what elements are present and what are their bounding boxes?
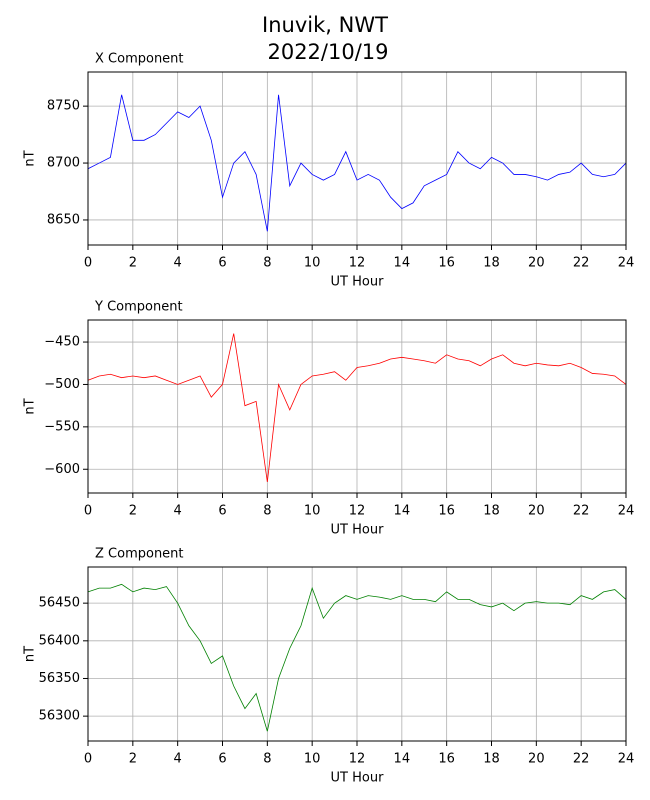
y-axis-label: nT: [23, 150, 38, 166]
x-tick-label: 14: [394, 752, 411, 767]
y-axis-label: nT: [23, 398, 38, 414]
x-tick-label: 8: [263, 752, 271, 767]
x-tick-label: 10: [304, 504, 321, 519]
x-tick-label: 10: [304, 752, 321, 767]
x-tick-label: 20: [528, 752, 545, 767]
x-tick-label: 2: [129, 504, 137, 519]
x-tick-label: 0: [84, 256, 92, 271]
x-tick-label: 6: [218, 256, 226, 271]
axes-frame: [87, 71, 627, 246]
x-tick-label: 6: [218, 504, 226, 519]
x-tick-label: 20: [528, 256, 545, 271]
y-tick-label: −550: [44, 419, 80, 434]
x-tick-label: 12: [349, 256, 366, 271]
y-tick-label: −450: [44, 335, 80, 350]
x-tick-label: 18: [483, 256, 500, 271]
x-tick-label: 0: [84, 504, 92, 519]
x-axis-label: UT Hour: [331, 771, 385, 786]
x-tick-label: 24: [618, 752, 635, 767]
y-tick-label: 56300: [39, 709, 80, 724]
x-tick-label: 22: [573, 504, 590, 519]
x-tick-label: 16: [438, 752, 455, 767]
x-tick-label: 0: [84, 752, 92, 767]
axes-frame: [87, 566, 627, 742]
y-axis-label: nT: [23, 646, 38, 662]
x-tick-label: 22: [573, 256, 590, 271]
axes-frame: [87, 319, 627, 494]
x-tick-label: 22: [573, 752, 590, 767]
data-line: [87, 94, 627, 232]
x-tick-label: 24: [618, 256, 635, 271]
y-tick-label: 8700: [47, 156, 80, 171]
y-tick-label: 56350: [39, 671, 80, 686]
x-tick-label: 6: [218, 752, 226, 767]
y-tick-label: 8650: [47, 212, 80, 227]
x-tick-label: 8: [263, 504, 271, 519]
figure-title: Inuvik, NWT: [262, 13, 388, 37]
x-tick-label: 16: [438, 504, 455, 519]
x-tick-label: 12: [349, 752, 366, 767]
x-tick-label: 12: [349, 504, 366, 519]
x-tick-label: 14: [394, 256, 411, 271]
subplot-title: Z Component: [95, 547, 184, 562]
subplot-title: Y Component: [94, 300, 183, 315]
x-axis-label: UT Hour: [331, 523, 385, 538]
x-tick-label: 4: [174, 504, 182, 519]
x-tick-label: 4: [174, 256, 182, 271]
x-tick-label: 14: [394, 504, 411, 519]
x-tick-label: 18: [483, 504, 500, 519]
x-tick-label: 20: [528, 504, 545, 519]
x-tick-label: 18: [483, 752, 500, 767]
figure-subtitle: 2022/10/19: [267, 40, 388, 64]
y-tick-label: −600: [44, 462, 80, 477]
x-tick-label: 2: [129, 752, 137, 767]
x-tick-label: 24: [618, 504, 635, 519]
x-axis-label: UT Hour: [331, 275, 385, 290]
y-tick-label: 56450: [39, 596, 80, 611]
x-tick-label: 4: [174, 752, 182, 767]
x-tick-label: 10: [304, 256, 321, 271]
x-tick-label: 2: [129, 256, 137, 271]
x-tick-label: 16: [438, 256, 455, 271]
data-line: [87, 333, 627, 483]
y-tick-label: 8750: [47, 99, 80, 114]
x-tick-label: 8: [263, 256, 271, 271]
y-tick-label: −500: [44, 377, 80, 392]
y-tick-label: 56400: [39, 633, 80, 648]
data-line: [87, 583, 627, 732]
subplot-title: X Component: [95, 52, 184, 67]
